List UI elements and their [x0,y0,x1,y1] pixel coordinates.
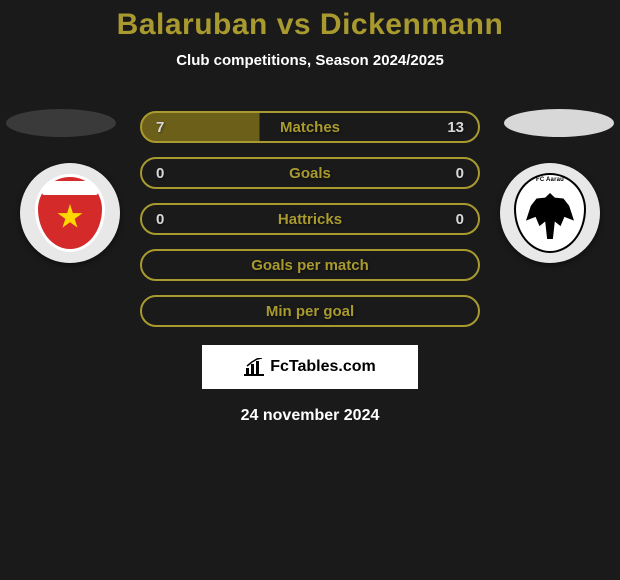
stat-label: Matches [280,119,340,136]
stat-row: 0 Hattricks 0 [140,203,480,235]
stat-value-left: 0 [156,165,164,182]
stats-list: 7 Matches 13 0 Goals 0 0 Hattricks 0 Goals per ma… [140,111,480,327]
aarau-crest-icon: FC Aarau [514,173,586,253]
stat-label: Goals [289,165,331,182]
eagle-icon [526,193,574,239]
bar-chart-icon [244,358,264,376]
stat-label: Min per goal [266,303,354,320]
aarau-text: FC Aarau [536,177,564,183]
page-title: Balaruban vs Dickenmann [0,0,620,42]
stat-value-right: 0 [456,165,464,182]
comparison-panel: FC Aarau 7 Matches 13 0 Goals 0 0 Hattricks 0 Goa… [0,111,620,425]
stat-value-right: 0 [456,211,464,228]
club-logo-left [20,163,120,263]
stat-value-left: 0 [156,211,164,228]
stat-row: 7 Matches 13 [140,111,480,143]
stat-label: Goals per match [251,257,369,274]
stat-row: Min per goal [140,295,480,327]
stat-row: Goals per match [140,249,480,281]
thun-crest-icon [35,174,105,252]
stat-label: Hattricks [278,211,342,228]
subtitle: Club competitions, Season 2024/2025 [0,52,620,69]
branding-text: FcTables.com [270,358,376,376]
star-icon [57,204,83,230]
date-text: 24 november 2024 [0,407,620,425]
stat-row: 0 Goals 0 [140,157,480,189]
stat-value-right: 13 [447,119,464,136]
player-hat-right [504,109,614,137]
club-logo-right: FC Aarau [500,163,600,263]
player-hat-left [6,109,116,137]
branding-badge[interactable]: FcTables.com [202,345,418,389]
stat-value-left: 7 [156,119,164,136]
